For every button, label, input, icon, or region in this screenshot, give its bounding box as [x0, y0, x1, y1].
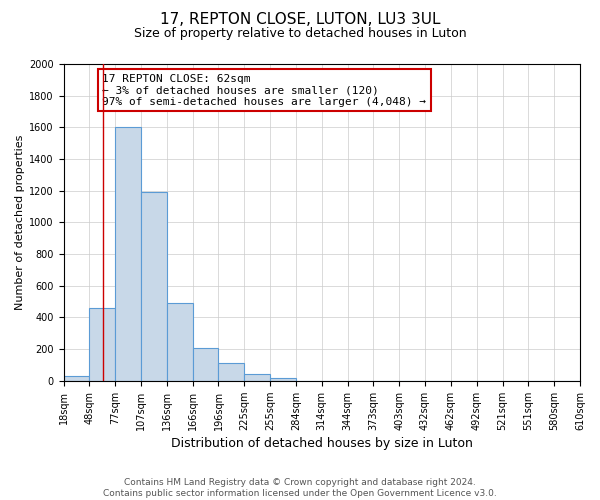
Text: 17, REPTON CLOSE, LUTON, LU3 3UL: 17, REPTON CLOSE, LUTON, LU3 3UL [160, 12, 440, 28]
Bar [167, 303, 193, 381]
Text: 17 REPTON CLOSE: 62sqm
← 3% of detached houses are smaller (120)
97% of semi-det: 17 REPTON CLOSE: 62sqm ← 3% of detached … [102, 74, 426, 106]
Bar [270, 378, 296, 381]
Bar [244, 374, 270, 381]
Bar [89, 308, 115, 381]
Text: Size of property relative to detached houses in Luton: Size of property relative to detached ho… [134, 28, 466, 40]
Text: Contains HM Land Registry data © Crown copyright and database right 2024.
Contai: Contains HM Land Registry data © Crown c… [103, 478, 497, 498]
Bar [115, 128, 141, 381]
Bar [64, 376, 89, 381]
X-axis label: Distribution of detached houses by size in Luton: Distribution of detached houses by size … [171, 437, 473, 450]
Bar [218, 362, 244, 381]
Bar [193, 348, 218, 381]
Bar [141, 192, 167, 381]
Y-axis label: Number of detached properties: Number of detached properties [15, 134, 25, 310]
